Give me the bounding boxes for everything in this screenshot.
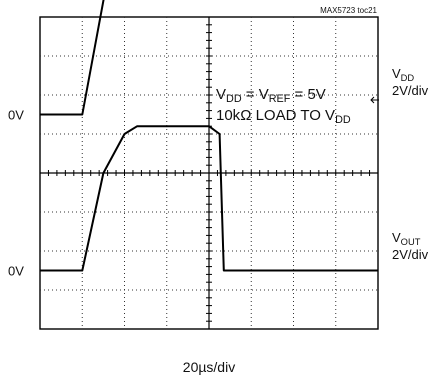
traces (40, 0, 378, 272)
channel-scale-vout: 2V/div (392, 247, 429, 262)
ground-label-vout: 0V (8, 264, 24, 279)
trace-vdd (40, 0, 105, 116)
ground-label-vdd: 0V (8, 108, 24, 123)
figure-id: MAX5723 toc21 (320, 6, 377, 15)
annotation-line-1: VDD = VREF = 5V (216, 86, 326, 105)
channel-scale-vdd: 2V/div (392, 83, 429, 98)
grid (39, 16, 379, 330)
trace-vout (40, 125, 378, 272)
trigger-level-marker (370, 96, 379, 104)
channel-label-vdd: VDD (392, 66, 414, 83)
channel-label-vout: VOUT (392, 230, 421, 247)
annotation-line-2: 10kΩ LOAD TO VDD (216, 107, 351, 126)
x-scale-label: 20µs/div (183, 359, 235, 375)
